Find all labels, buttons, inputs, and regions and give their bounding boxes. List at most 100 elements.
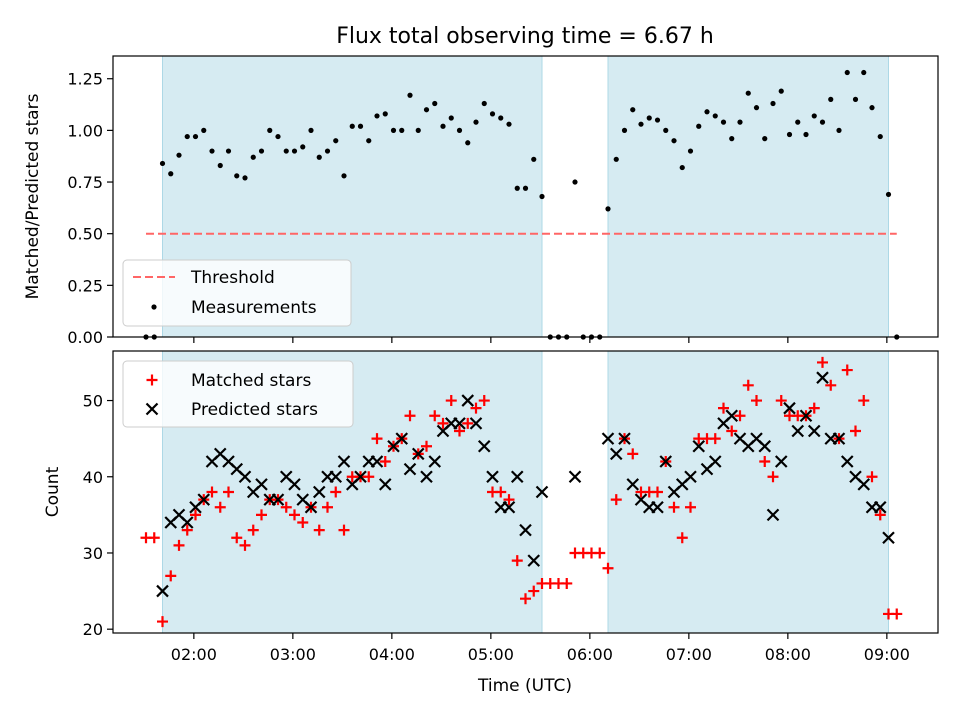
predicted-star-point [725,409,739,423]
measurement-point [828,96,834,102]
legend-measurements-swatch [151,304,157,310]
matched-star-point [627,448,639,460]
measurement-point [440,123,446,129]
measurement-point [407,92,413,98]
predicted-star-point [758,439,772,453]
matched-star-point [247,524,259,536]
bottom-y-tick-label: 20 [83,620,103,639]
matched-star-point [652,486,663,498]
predicted-stars-points [156,371,895,598]
matched-star-point [808,402,820,414]
matched-star-point [561,577,573,589]
predicted-star-point [626,478,640,491]
predicted-star-point [180,516,194,529]
legend-threshold-label: Threshold [190,268,275,288]
chart-title: Flux total observing time = 6.67 h [336,24,714,49]
measurement-point [712,113,718,119]
predicted-star-point [403,462,417,476]
top-legend-frame [122,259,352,327]
predicted-star-point [420,470,433,484]
predicted-star-point [609,447,623,461]
matched-star-point [866,471,878,483]
matched-star-point [503,494,515,506]
measurement-point [621,127,628,133]
x-axis-label: Time (UTC) [477,676,572,696]
measurement-point [267,127,273,133]
measurement-point [836,127,842,133]
predicted-star-point [502,500,516,514]
measurement-point [291,148,298,154]
matched-star-point [734,410,746,422]
predicted-star-point [486,470,499,484]
bottom-y-tick-label: 30 [83,544,103,563]
measurement-point [514,185,520,191]
matched-star-point [602,562,614,574]
top-y-tick-label: 0.50 [67,225,103,244]
measurement-point [696,123,702,129]
predicted-star-point [378,478,392,491]
measurement-point [201,127,207,133]
matched-star-point [751,395,762,407]
measurement-point [679,164,685,171]
predicted-star-point [411,447,425,461]
measurement-point [225,148,232,154]
matched-star-point [495,486,507,498]
bottom-x-ticks: 02:00 03:00 04:00 05:00 06:00 07:00 08:00 09:00 [171,633,910,664]
bottom-y-axis-label: Count [43,466,63,517]
matched-star-point [709,433,721,445]
predicted-star-point [568,470,582,484]
measurement-point [663,127,669,133]
measurement-point [720,119,727,125]
measurement-point [613,156,619,162]
measurement-point [762,136,768,142]
measurement-point [308,127,314,133]
predicted-star-point [354,470,367,484]
matched-star-point [454,425,465,437]
measurement-point [250,154,256,160]
matched-star-point [363,471,375,483]
x-tick-label: 08:00 [765,645,811,664]
predicted-star-point [461,394,475,407]
measurement-point [234,173,240,179]
measurement-point [795,119,801,125]
matched-star-point [231,532,243,544]
bottom-y-tick-label: 50 [83,392,103,411]
bottom-legend: Matched stars Predicted stars [122,360,354,428]
predicted-star-point [791,424,805,438]
matched-star-point [767,471,779,483]
predicted-star-point [477,439,491,453]
measurement-point [704,109,710,115]
predicted-star-point [312,485,326,499]
measurement-point [819,119,826,125]
matched-star-point [206,486,218,498]
measurement-point [473,119,479,125]
matched-star-point [190,509,201,521]
predicted-star-point [535,485,549,499]
measurement-point [382,111,388,117]
bottom-legend-frame [122,360,354,428]
x-tick-label: 02:00 [171,645,217,664]
predicted-star-point [774,455,788,468]
matched-star-point [478,395,490,407]
predicted-star-point [832,432,846,445]
top-legend: Threshold Measurements [122,259,352,327]
measurement-point [729,136,735,142]
measurement-point [390,127,397,133]
matched-star-point [173,539,185,551]
matched-star-point [148,532,160,544]
predicted-star-point [882,531,895,545]
x-tick-label: 09:00 [864,645,910,664]
predicted-star-point [271,493,285,506]
measurement-point [572,179,578,185]
predicted-star-point [766,508,780,522]
legend-predicted-swatch [145,402,159,416]
predicted-star-point [197,493,211,506]
measurement-point [324,148,331,154]
matched-star-point [891,608,903,620]
legend-matched-swatch [146,374,158,386]
matched-star-point [718,402,729,414]
measurement-point [506,121,512,127]
top-y-tick-label: 0.25 [67,276,103,295]
bottom-y-ticks: 20 30 40 50 [83,392,113,639]
